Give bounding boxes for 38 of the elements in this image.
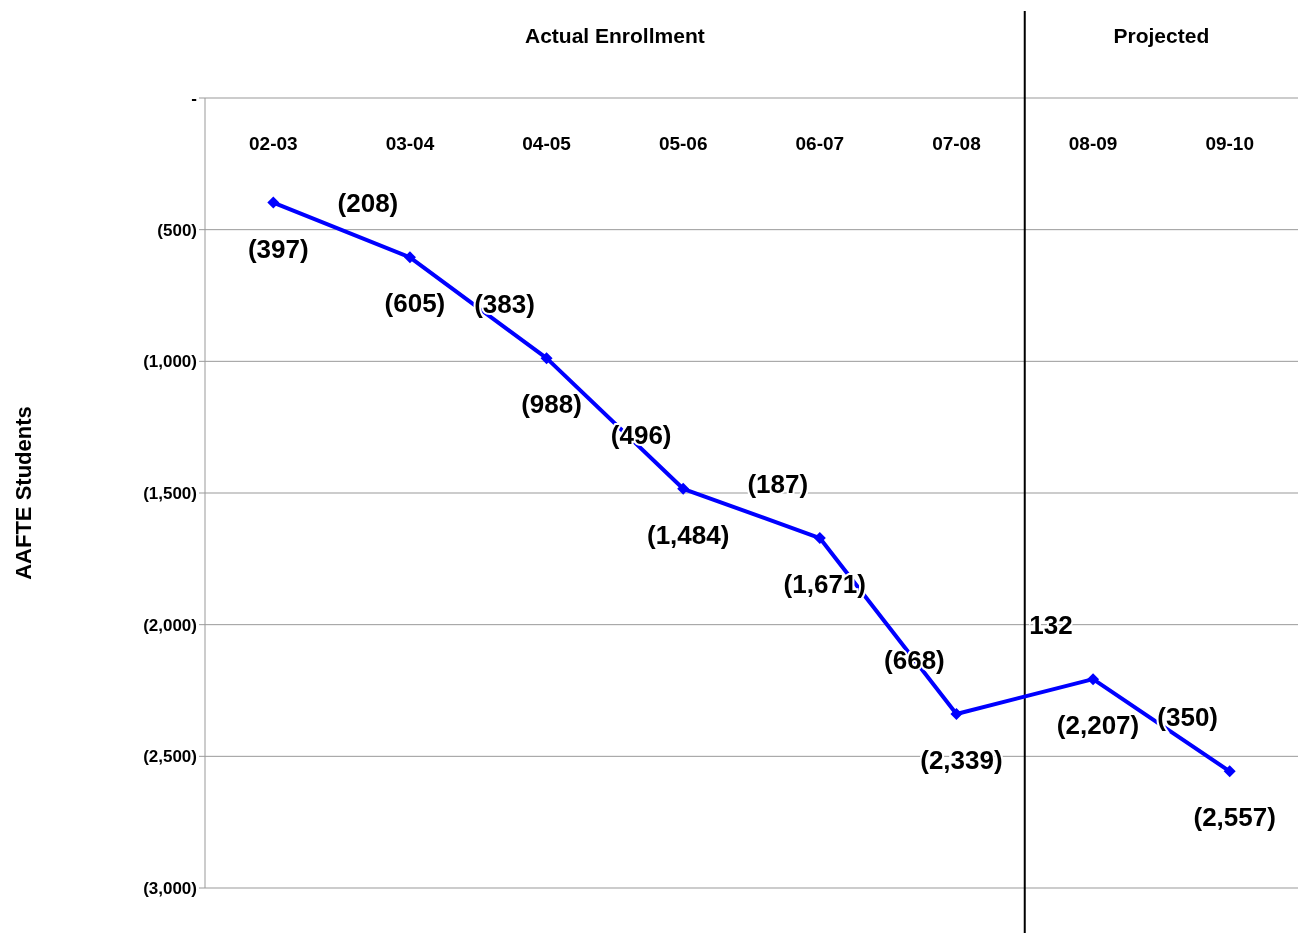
point <box>813 532 826 545</box>
data-label: (988) <box>521 389 582 420</box>
x-tick-label: 03-04 <box>385 133 435 154</box>
y-tick-label: - <box>191 89 197 109</box>
annotation: (383) <box>474 289 535 320</box>
point <box>1223 765 1236 778</box>
y-tick-label: (1,000) <box>143 352 197 372</box>
x-tick-label: 05-06 <box>658 133 708 154</box>
point <box>677 482 690 495</box>
y-tick-label: (1,500) <box>143 484 197 504</box>
x-tick-label: 09-10 <box>1205 133 1254 154</box>
point <box>267 196 280 209</box>
y-axis-title: AAFTE Students <box>10 406 36 580</box>
data-label: (2,557) <box>1193 802 1276 833</box>
data-label: (2,339) <box>920 744 1003 775</box>
text: Actual Enrollment <box>525 24 705 47</box>
annotation: (350) <box>1157 702 1219 733</box>
annotation: (208) <box>337 188 399 219</box>
data-label: (605) <box>384 288 446 319</box>
x-tick-label: 07-08 <box>932 133 981 154</box>
annotation: 132 <box>1029 610 1073 641</box>
point <box>950 707 963 720</box>
x-tick-label: 06-07 <box>795 133 845 154</box>
y-tick-label: (2,000) <box>143 615 197 635</box>
x-tick-label: 08-09 <box>1068 133 1118 154</box>
x-tick-label: 02-03 <box>249 133 298 154</box>
x-tick-label: 04-05 <box>522 133 572 154</box>
data-label: (2,207) <box>1056 710 1140 741</box>
point <box>540 352 553 365</box>
y-tick-label: (500) <box>157 220 197 240</box>
data-label: (1,484) <box>646 519 730 550</box>
point <box>403 251 416 264</box>
y-tick-label: (2,500) <box>143 747 197 767</box>
ref-line-label: Projected <box>1113 24 1210 47</box>
annotation: (187) <box>747 469 809 500</box>
point <box>1087 673 1100 686</box>
data-label: (397) <box>247 233 309 264</box>
y-tick-label: (3,000) <box>143 879 197 899</box>
